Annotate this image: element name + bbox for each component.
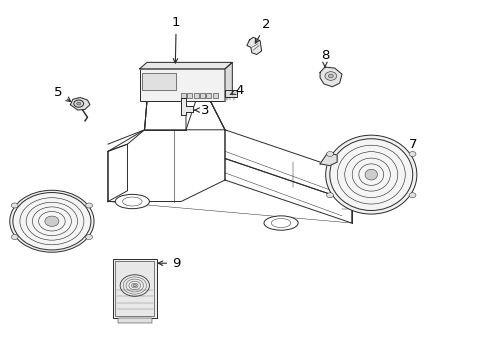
Text: 6: 6 <box>21 199 36 212</box>
Ellipse shape <box>329 139 412 211</box>
Ellipse shape <box>271 219 290 228</box>
Circle shape <box>85 203 92 208</box>
Bar <box>193 93 198 98</box>
Circle shape <box>85 234 92 239</box>
Circle shape <box>11 203 18 208</box>
Ellipse shape <box>264 216 298 230</box>
Ellipse shape <box>133 284 136 287</box>
Circle shape <box>11 234 18 239</box>
Bar <box>181 93 185 98</box>
Circle shape <box>74 100 83 107</box>
Text: 3: 3 <box>195 104 209 117</box>
Ellipse shape <box>122 197 142 206</box>
Text: 9: 9 <box>158 257 180 270</box>
Text: 1: 1 <box>172 16 180 63</box>
Bar <box>212 93 217 98</box>
Polygon shape <box>320 153 336 166</box>
Circle shape <box>325 72 336 80</box>
Ellipse shape <box>10 190 94 252</box>
Polygon shape <box>181 98 193 116</box>
Bar <box>224 90 237 97</box>
Text: 8: 8 <box>320 49 328 67</box>
Bar <box>140 69 224 101</box>
Bar <box>200 93 204 98</box>
Circle shape <box>77 102 81 105</box>
Bar <box>115 261 154 316</box>
Polygon shape <box>70 98 90 110</box>
Polygon shape <box>140 62 232 69</box>
Circle shape <box>326 152 333 157</box>
Ellipse shape <box>115 194 149 209</box>
Text: 7: 7 <box>399 138 416 156</box>
Bar <box>206 93 211 98</box>
Ellipse shape <box>13 193 91 250</box>
Polygon shape <box>224 62 232 101</box>
Text: 5: 5 <box>54 86 70 102</box>
Ellipse shape <box>365 169 377 180</box>
Bar <box>187 93 192 98</box>
Text: 2: 2 <box>255 18 270 43</box>
Circle shape <box>326 193 333 198</box>
Circle shape <box>328 74 332 78</box>
Text: 4: 4 <box>230 84 244 97</box>
Ellipse shape <box>325 135 416 214</box>
Polygon shape <box>320 67 341 87</box>
Bar <box>118 318 152 323</box>
Circle shape <box>408 152 415 157</box>
Bar <box>113 259 157 318</box>
Bar <box>142 73 176 90</box>
Circle shape <box>408 193 415 198</box>
Ellipse shape <box>45 216 59 226</box>
Polygon shape <box>246 37 261 54</box>
